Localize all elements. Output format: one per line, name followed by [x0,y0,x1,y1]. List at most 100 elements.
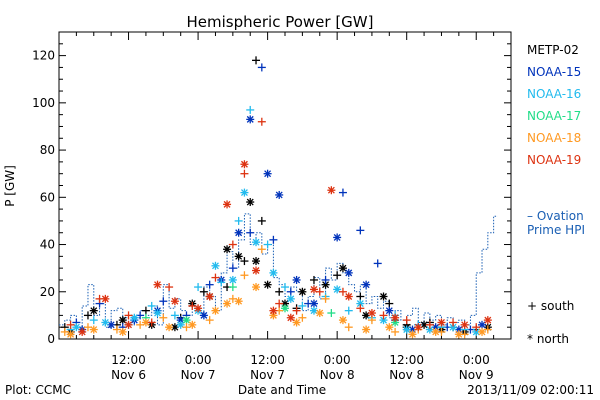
noaa-17-south-point [327,309,336,318]
noaa-19-south-point [240,169,249,178]
noaa-18-south-point [298,313,307,322]
metp-02-north-point [338,264,347,273]
noaa-18-north-point [223,299,232,308]
noaa-18-north-point [478,327,487,336]
legend-noaa-18: NOAA-18 [527,131,581,145]
metp-02-north-point [321,280,330,289]
noaa-19-north-point [327,186,336,195]
noaa-18-north-point [118,327,127,336]
noaa-18-north-point [211,306,220,315]
x-tick-date: Nov 8 [320,368,355,382]
noaa-19-south-point [338,287,347,296]
noaa-15-south-point [159,297,168,306]
noaa-17-north-point [182,316,191,325]
noaa-18-south-point [205,316,214,325]
metp-02-north-point [234,252,243,261]
y-tick-label: 40 [40,238,55,252]
noaa-16-south-point [263,240,272,249]
noaa-16-north-point [130,313,139,322]
noaa-16-north-point [286,294,295,303]
noaa-19-north-point [483,316,492,325]
noaa-16-north-point [252,238,261,247]
noaa-16-north-point [101,318,110,327]
noaa-15-north-point [246,115,255,124]
x-tick-date: Nov 9 [459,368,494,382]
noaa-15-south-point [373,259,382,268]
metp-02-south-point [257,216,266,225]
noaa-18-south-point [391,327,400,336]
x-tick-date: Nov 7 [250,368,285,382]
noaa-17-south-point [228,283,237,292]
noaa-19-north-point [240,160,249,169]
metp-02-north-point [252,257,261,266]
noaa-19-south-point [472,323,481,332]
chart-title: Hemispheric Power [GW] [187,13,374,31]
noaa-16-north-point [269,268,278,277]
noaa-19-south-point [275,299,284,308]
noaa-19-north-point [437,318,446,327]
noaa-18-south-point [257,245,266,254]
ovation-series [59,213,498,328]
marker-south-label: + south [527,299,574,313]
x-tick-time: 12:00 [250,353,285,367]
noaa-15-south-point [257,63,266,72]
noaa-18-north-point [252,283,261,292]
noaa-15-north-point [292,275,301,284]
metp-02-north-point [298,287,307,296]
x-tick-time: 12:00 [111,353,146,367]
y-axis-ticks: 0 20 40 60 80 100 120 [32,31,511,346]
x-tick-time: 0:00 [185,353,212,367]
noaa-19-north-point [391,313,400,322]
metp-02-south-point [199,287,208,296]
noaa-15-north-point [309,299,318,308]
metp-02-south-point [356,292,365,301]
noaa-19-south-point [66,320,75,329]
legend-noaa-15: NOAA-15 [527,65,581,79]
noaa-16-north-point [402,325,411,334]
noaa-15-south-point [228,264,237,273]
x-tick-date: Nov 6 [111,368,146,382]
noaa-19-north-point [223,200,232,209]
noaa-15-south-point [356,226,365,235]
metp-02-south-point [141,306,150,315]
metp-02-north-point [89,306,98,315]
metp-02-south-point [333,271,342,280]
noaa-19-north-point [460,320,469,329]
footer-plot-label: Plot: CCMC [5,383,71,397]
noaa-18-north-point [188,320,197,329]
legend-noaa-19: NOAA-19 [527,153,581,167]
noaa-18-north-point [454,330,463,339]
noaa-16-north-point [211,261,220,270]
marker-north-label: * north [527,332,569,346]
noaa-19-north-point [367,309,376,318]
noaa-19-north-point [78,327,87,336]
noaa-15-south-point [269,235,278,244]
noaa-15-south-point [338,188,347,197]
noaa-18-south-point [159,313,168,322]
noaa-18-north-point [234,297,243,306]
noaa-18-north-point [315,309,324,318]
noaa-16-north-point [240,188,249,197]
ovation-label-line1: – Ovation [527,209,584,223]
y-axis-label: P [GW] [3,165,17,207]
noaa-15-north-point [263,169,272,178]
noaa-19-north-point [194,304,203,313]
noaa-18-south-point [367,316,376,325]
noaa-15-south-point [286,287,295,296]
metp-02-south-point [240,257,249,266]
noaa-19-north-point [153,280,162,289]
noaa-18-north-point [66,330,75,339]
noaa-16-south-point [281,283,289,292]
noaa-19-north-point [269,306,278,315]
noaa-18-north-point [408,330,417,339]
metp-02-south-point [83,311,92,320]
x-tick-time: 0:00 [463,353,490,367]
noaa-19-north-point [170,297,179,306]
noaa-18-north-point [431,327,440,336]
y-tick-label: 20 [40,285,55,299]
metp-02-north-point [379,292,388,301]
noaa-19-south-point [379,311,388,320]
noaa-18-north-point [89,325,98,334]
noaa-15-south-point [321,275,330,284]
